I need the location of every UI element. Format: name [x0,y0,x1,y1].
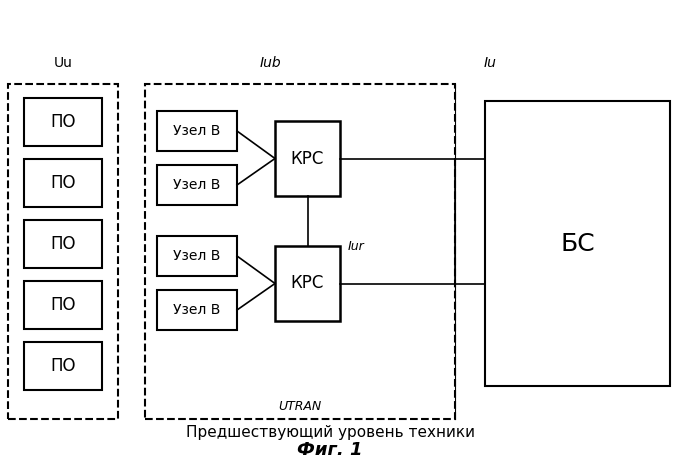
Text: Uu: Uu [54,56,73,70]
Text: Iu: Iu [484,56,496,70]
Text: Iub: Iub [259,56,281,70]
Text: Iur: Iur [348,240,365,253]
Text: UTRAN: UTRAN [278,401,322,414]
Text: ПО: ПО [50,357,75,375]
FancyBboxPatch shape [24,342,102,390]
FancyBboxPatch shape [24,281,102,329]
Text: Узел В: Узел В [173,249,221,263]
Text: КРС: КРС [291,149,324,167]
Text: БС: БС [560,231,595,255]
Text: Фиг. 1: Фиг. 1 [297,441,363,459]
FancyBboxPatch shape [24,220,102,268]
FancyBboxPatch shape [157,111,237,151]
Text: Предшествующий уровень техники: Предшествующий уровень техники [185,426,475,441]
Text: КРС: КРС [291,274,324,292]
Text: ПО: ПО [50,174,75,192]
Text: Узел В: Узел В [173,124,221,138]
Text: ПО: ПО [50,113,75,131]
FancyBboxPatch shape [485,101,670,386]
FancyBboxPatch shape [157,290,237,330]
FancyBboxPatch shape [157,165,237,205]
FancyBboxPatch shape [24,159,102,207]
Text: Узел В: Узел В [173,303,221,317]
Text: ПО: ПО [50,235,75,253]
Text: ПО: ПО [50,296,75,314]
Text: Узел В: Узел В [173,178,221,192]
FancyBboxPatch shape [275,246,340,321]
FancyBboxPatch shape [8,84,118,419]
FancyBboxPatch shape [145,84,455,419]
FancyBboxPatch shape [275,121,340,196]
FancyBboxPatch shape [24,98,102,146]
FancyBboxPatch shape [157,236,237,276]
